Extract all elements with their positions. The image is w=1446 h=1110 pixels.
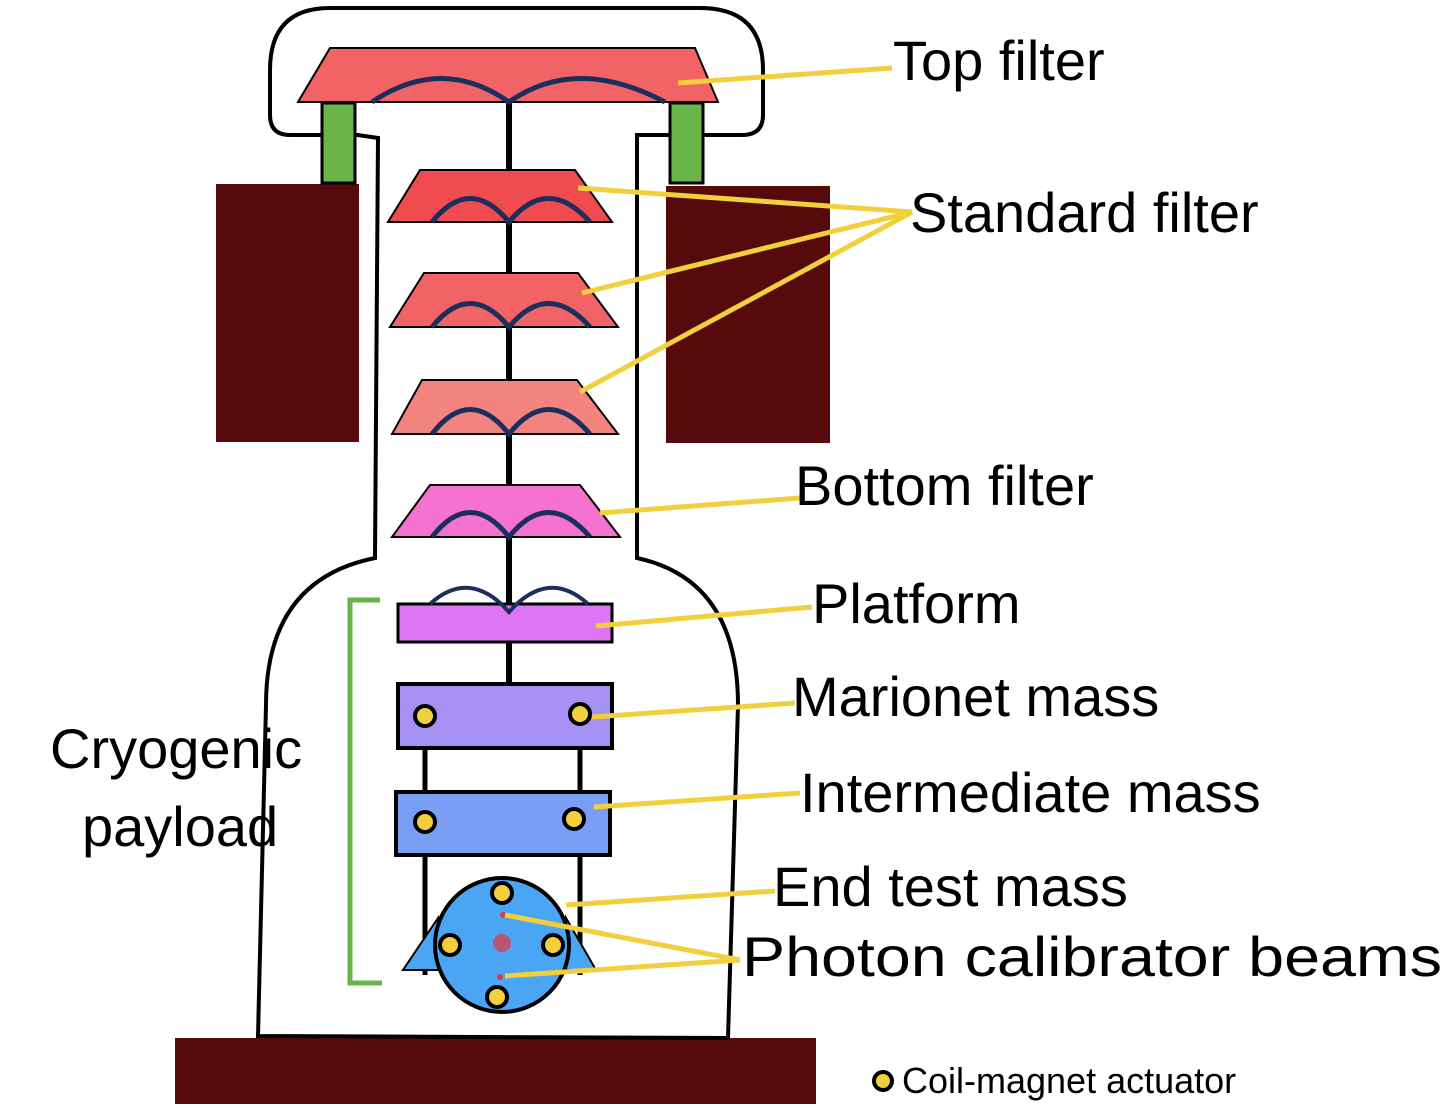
top-filter-spring-blade bbox=[370, 76, 667, 106]
leader-standard-filter-3 bbox=[578, 209, 914, 395]
actuator-icon bbox=[413, 810, 437, 834]
actuator-icon bbox=[568, 702, 592, 726]
leader-standard-filter-2 bbox=[581, 209, 913, 296]
label-cryogenic-payload-line1: Cryogenic bbox=[50, 717, 302, 780]
leader-end-test-mass bbox=[565, 888, 776, 908]
right-support-post bbox=[668, 101, 705, 185]
actuator-icon bbox=[413, 704, 437, 728]
label-intermediate-mass: Intermediate mass bbox=[800, 761, 1261, 824]
actuator-icon bbox=[541, 933, 565, 957]
leader-top-filter bbox=[677, 65, 893, 86]
standard-filter-1-spring-blade bbox=[430, 196, 592, 226]
leader-intermediate-mass bbox=[593, 790, 801, 810]
label-end-test-mass: End test mass bbox=[773, 855, 1128, 918]
label-standard-filter: Standard filter bbox=[910, 181, 1259, 244]
label-top-filter: Top filter bbox=[893, 29, 1105, 92]
ground-base bbox=[175, 1038, 816, 1104]
platform-spring-blade bbox=[428, 585, 590, 616]
left-support-post bbox=[320, 101, 357, 185]
label-bottom-filter: Bottom filter bbox=[795, 454, 1094, 517]
leader-standard-filter-1 bbox=[577, 185, 913, 215]
leader-bottom-filter bbox=[599, 495, 801, 516]
bottom-filter bbox=[390, 484, 623, 538]
label-platform: Platform bbox=[812, 572, 1021, 635]
laser-spot-center bbox=[493, 934, 511, 952]
right-support-block bbox=[666, 186, 830, 443]
legend-actuator-icon bbox=[872, 1070, 894, 1092]
bottom-filter-spring-blade bbox=[430, 510, 592, 542]
leader-lines bbox=[504, 65, 914, 979]
leader-photon-beam-1 bbox=[504, 912, 741, 963]
cryogenic-payload-bracket bbox=[347, 597, 382, 986]
actuator-icon bbox=[438, 933, 462, 957]
leader-photon-beam-2 bbox=[504, 957, 741, 979]
label-marionet-mass: Marionet mass bbox=[792, 665, 1159, 728]
laser-spot-upper bbox=[500, 912, 506, 918]
actuator-icon bbox=[562, 807, 586, 831]
laser-spot-lower bbox=[497, 974, 503, 980]
actuator-icon bbox=[490, 881, 514, 905]
label-cryogenic-payload-line2: payload bbox=[82, 795, 278, 858]
leader-platform bbox=[595, 604, 813, 629]
left-support-block bbox=[216, 184, 359, 442]
legend-coil-magnet-actuator: Coil-magnet actuator bbox=[902, 1060, 1236, 1101]
leader-marionet-mass bbox=[591, 700, 796, 720]
top-filter bbox=[296, 47, 720, 103]
actuator-icon bbox=[485, 985, 509, 1009]
standard-filter-2-spring-blade bbox=[430, 301, 592, 331]
standard-filter-3-spring-blade bbox=[430, 407, 592, 439]
label-photon-calibrator-beams: Photon calibrator beams bbox=[742, 925, 1442, 988]
